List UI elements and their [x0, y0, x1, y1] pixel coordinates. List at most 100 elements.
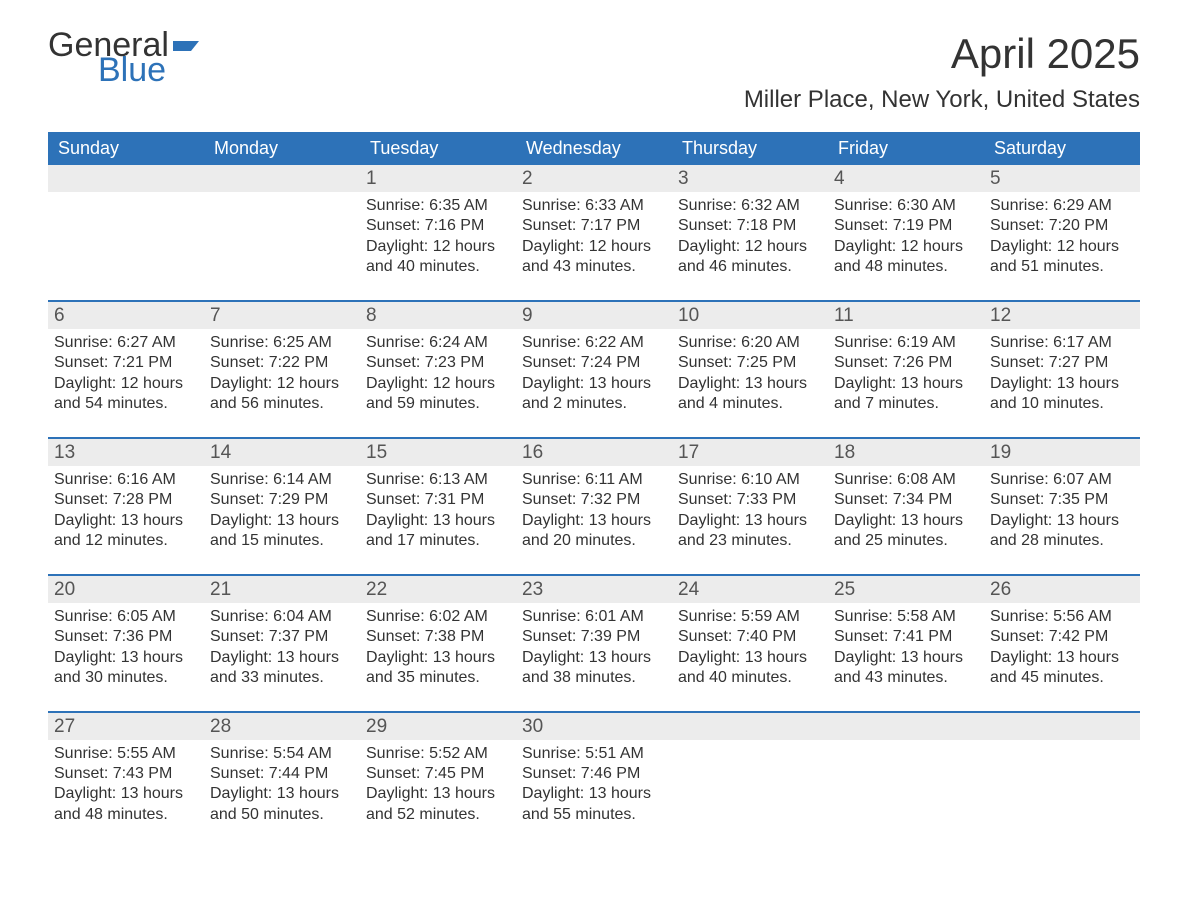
day-daylight2: and 50 minutes.	[210, 805, 354, 825]
day-details: Sunrise: 6:02 AMSunset: 7:38 PMDaylight:…	[360, 603, 516, 689]
day-daylight1: Daylight: 12 hours	[54, 374, 198, 394]
day-sunrise: Sunrise: 6:35 AM	[366, 196, 510, 216]
day-details: Sunrise: 6:16 AMSunset: 7:28 PMDaylight:…	[48, 466, 204, 552]
day-details: Sunrise: 6:05 AMSunset: 7:36 PMDaylight:…	[48, 603, 204, 689]
day-sunrise: Sunrise: 6:04 AM	[210, 607, 354, 627]
day-sunset: Sunset: 7:46 PM	[522, 764, 666, 784]
day-number: 10	[672, 302, 828, 329]
brand-text: General Blue	[48, 30, 203, 85]
title-block: April 2025 Miller Place, New York, Unite…	[744, 30, 1140, 114]
day-daylight1: Daylight: 13 hours	[210, 511, 354, 531]
day-daylight1: Daylight: 12 hours	[366, 374, 510, 394]
day-number: 24	[672, 576, 828, 603]
day-details: Sunrise: 6:14 AMSunset: 7:29 PMDaylight:…	[204, 466, 360, 552]
day-daylight1: Daylight: 13 hours	[54, 784, 198, 804]
day-details: Sunrise: 6:22 AMSunset: 7:24 PMDaylight:…	[516, 329, 672, 415]
day-sunset: Sunset: 7:34 PM	[834, 490, 978, 510]
day-number: 8	[360, 302, 516, 329]
day-number: 16	[516, 439, 672, 466]
day-number	[672, 713, 828, 740]
day-sunrise: Sunrise: 6:24 AM	[366, 333, 510, 353]
dow-cell: Wednesday	[516, 132, 672, 165]
dow-cell: Saturday	[984, 132, 1140, 165]
dow-cell: Sunday	[48, 132, 204, 165]
day-number: 12	[984, 302, 1140, 329]
day-details: Sunrise: 5:54 AMSunset: 7:44 PMDaylight:…	[204, 740, 360, 826]
dow-cell: Thursday	[672, 132, 828, 165]
dow-cell: Monday	[204, 132, 360, 165]
day-sunset: Sunset: 7:23 PM	[366, 353, 510, 373]
day-daylight2: and 59 minutes.	[366, 394, 510, 414]
day-daylight2: and 40 minutes.	[678, 668, 822, 688]
day-daylight2: and 38 minutes.	[522, 668, 666, 688]
day-number	[984, 713, 1140, 740]
day-details: Sunrise: 6:30 AMSunset: 7:19 PMDaylight:…	[828, 192, 984, 278]
day-daylight2: and 33 minutes.	[210, 668, 354, 688]
day-sunset: Sunset: 7:35 PM	[990, 490, 1134, 510]
day-daylight2: and 28 minutes.	[990, 531, 1134, 551]
day-daylight2: and 52 minutes.	[366, 805, 510, 825]
day-sunset: Sunset: 7:41 PM	[834, 627, 978, 647]
day-number: 19	[984, 439, 1140, 466]
day-sunset: Sunset: 7:39 PM	[522, 627, 666, 647]
day-number	[204, 165, 360, 192]
day-details-row: Sunrise: 5:55 AMSunset: 7:43 PMDaylight:…	[48, 740, 1140, 826]
day-daylight2: and 43 minutes.	[834, 668, 978, 688]
day-sunrise: Sunrise: 6:30 AM	[834, 196, 978, 216]
day-number-row: 6789101112	[48, 302, 1140, 329]
day-number: 5	[984, 165, 1140, 192]
location-subtitle: Miller Place, New York, United States	[744, 86, 1140, 114]
day-sunset: Sunset: 7:20 PM	[990, 216, 1134, 236]
day-sunset: Sunset: 7:26 PM	[834, 353, 978, 373]
day-number: 13	[48, 439, 204, 466]
day-daylight2: and 45 minutes.	[990, 668, 1134, 688]
calendar: SundayMondayTuesdayWednesdayThursdayFrid…	[48, 132, 1140, 825]
day-sunset: Sunset: 7:24 PM	[522, 353, 666, 373]
day-sunrise: Sunrise: 6:27 AM	[54, 333, 198, 353]
day-details-row: Sunrise: 6:05 AMSunset: 7:36 PMDaylight:…	[48, 603, 1140, 689]
day-daylight2: and 30 minutes.	[54, 668, 198, 688]
day-details	[672, 740, 828, 826]
week-row: 12345Sunrise: 6:35 AMSunset: 7:16 PMDayl…	[48, 165, 1140, 278]
day-details: Sunrise: 6:20 AMSunset: 7:25 PMDaylight:…	[672, 329, 828, 415]
day-sunrise: Sunrise: 5:59 AM	[678, 607, 822, 627]
day-details	[204, 192, 360, 278]
day-daylight2: and 54 minutes.	[54, 394, 198, 414]
day-daylight1: Daylight: 13 hours	[522, 374, 666, 394]
day-daylight2: and 40 minutes.	[366, 257, 510, 277]
day-daylight2: and 7 minutes.	[834, 394, 978, 414]
day-sunrise: Sunrise: 6:29 AM	[990, 196, 1134, 216]
day-number: 25	[828, 576, 984, 603]
day-sunrise: Sunrise: 6:17 AM	[990, 333, 1134, 353]
day-daylight2: and 25 minutes.	[834, 531, 978, 551]
day-number: 2	[516, 165, 672, 192]
day-details: Sunrise: 5:58 AMSunset: 7:41 PMDaylight:…	[828, 603, 984, 689]
day-number: 22	[360, 576, 516, 603]
day-daylight1: Daylight: 13 hours	[990, 648, 1134, 668]
day-sunrise: Sunrise: 6:22 AM	[522, 333, 666, 353]
day-daylight1: Daylight: 13 hours	[210, 784, 354, 804]
day-daylight2: and 17 minutes.	[366, 531, 510, 551]
day-sunrise: Sunrise: 5:55 AM	[54, 744, 198, 764]
day-number: 30	[516, 713, 672, 740]
day-details: Sunrise: 6:08 AMSunset: 7:34 PMDaylight:…	[828, 466, 984, 552]
week-row: 13141516171819Sunrise: 6:16 AMSunset: 7:…	[48, 437, 1140, 552]
day-details: Sunrise: 5:51 AMSunset: 7:46 PMDaylight:…	[516, 740, 672, 826]
day-sunrise: Sunrise: 6:11 AM	[522, 470, 666, 490]
day-number: 18	[828, 439, 984, 466]
day-daylight2: and 35 minutes.	[366, 668, 510, 688]
day-daylight1: Daylight: 13 hours	[522, 511, 666, 531]
day-details: Sunrise: 5:52 AMSunset: 7:45 PMDaylight:…	[360, 740, 516, 826]
day-sunset: Sunset: 7:36 PM	[54, 627, 198, 647]
day-daylight2: and 4 minutes.	[678, 394, 822, 414]
day-daylight1: Daylight: 12 hours	[522, 237, 666, 257]
day-details: Sunrise: 6:25 AMSunset: 7:22 PMDaylight:…	[204, 329, 360, 415]
day-daylight1: Daylight: 13 hours	[990, 511, 1134, 531]
day-sunrise: Sunrise: 6:16 AM	[54, 470, 198, 490]
day-sunrise: Sunrise: 5:58 AM	[834, 607, 978, 627]
day-number: 3	[672, 165, 828, 192]
day-daylight2: and 48 minutes.	[834, 257, 978, 277]
day-daylight1: Daylight: 13 hours	[54, 511, 198, 531]
day-daylight2: and 20 minutes.	[522, 531, 666, 551]
day-details: Sunrise: 6:24 AMSunset: 7:23 PMDaylight:…	[360, 329, 516, 415]
